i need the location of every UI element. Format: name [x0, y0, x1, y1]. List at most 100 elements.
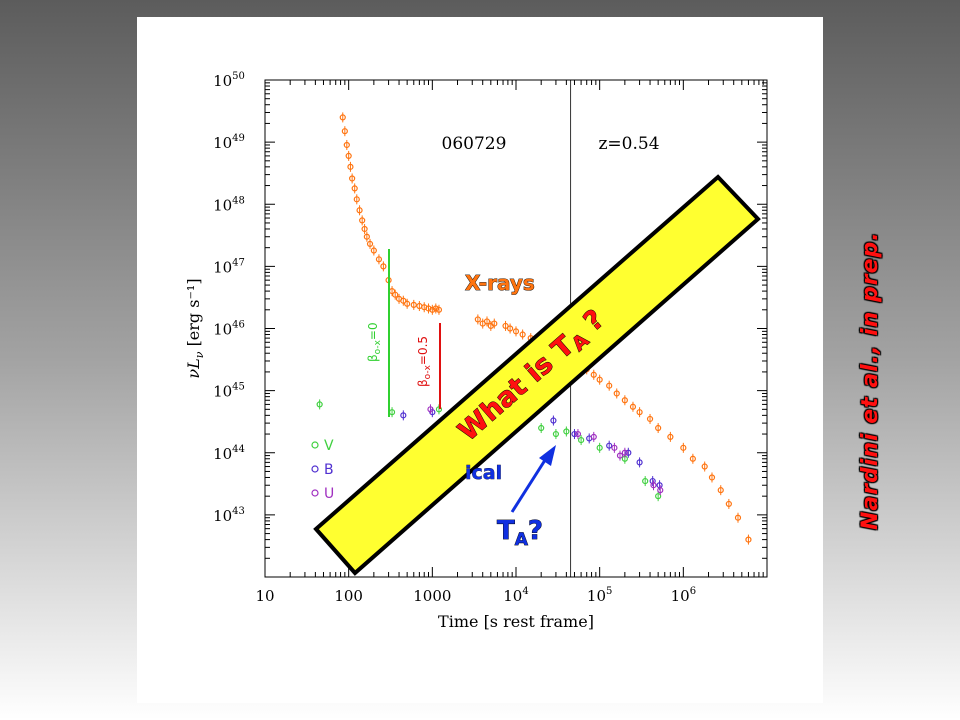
data-point-x-rays: [339, 112, 346, 123]
data-point-u: [611, 442, 618, 453]
data-point-u: [621, 447, 628, 458]
marker: [400, 297, 407, 304]
data-point-x-rays: [425, 303, 432, 314]
data-point-x-rays: [606, 380, 613, 391]
data-point-x-rays: [655, 423, 662, 434]
marker: [345, 152, 352, 160]
ta-arrow-shaft: [510, 456, 549, 513]
marker: [649, 477, 656, 485]
x-axis-label: Time [s rest frame]: [438, 612, 594, 631]
marker: [474, 316, 481, 323]
data-point-u: [657, 485, 664, 496]
marker: [574, 430, 582, 438]
marker: [538, 424, 545, 432]
marker: [392, 291, 399, 298]
data-point-x-rays: [590, 369, 597, 380]
y-tick-label: 1050: [213, 71, 245, 90]
x-tick-label: 106: [671, 586, 696, 605]
marker: [655, 493, 662, 500]
data-point-v: [316, 399, 323, 410]
marker: [667, 433, 674, 440]
marker: [427, 406, 434, 413]
data-point-x-rays: [734, 512, 742, 523]
data-point-x-rays: [366, 238, 374, 249]
marker: [636, 409, 643, 416]
marker: [717, 487, 724, 494]
marker: [435, 306, 443, 313]
y-tick-label: 1046: [213, 320, 245, 339]
banner-text: What is TA ?: [453, 304, 613, 450]
marker: [606, 382, 613, 389]
marker: [363, 233, 370, 240]
marker: [366, 240, 374, 248]
data-point-b: [606, 440, 613, 451]
marker: [483, 318, 491, 325]
data-point-x-rays: [341, 126, 348, 137]
data-point-x-rays: [432, 303, 439, 314]
marker: [347, 163, 354, 170]
marker: [563, 428, 570, 435]
legend-label: U: [324, 486, 334, 502]
marker: [550, 417, 557, 424]
y-tick-label: 1047: [213, 257, 245, 276]
data-point-v: [642, 476, 649, 487]
data-point-b: [636, 457, 643, 468]
xrays-label: X-rays: [465, 271, 535, 295]
lightcurve-chart: 10 100 1000 104 105 106 1043 1044 1045 1046 1047 10…: [184, 71, 768, 631]
data-point-x-rays: [519, 329, 526, 340]
data-point-x-rays: [363, 231, 370, 242]
data-point-b: [550, 415, 557, 426]
data-point-b: [571, 429, 578, 440]
y-tick-label: 1045: [213, 382, 245, 401]
marker: [590, 433, 597, 440]
data-point-x-rays: [745, 534, 752, 545]
marker: [519, 331, 526, 338]
y-tick-label: 1048: [213, 195, 245, 214]
marker: [341, 128, 348, 135]
data-point-x-rays: [636, 407, 643, 418]
marker: [725, 500, 732, 508]
data-point-x-rays: [343, 139, 350, 150]
beta-red-label: βo-x=0.5: [416, 336, 433, 387]
data-point-u: [650, 480, 657, 491]
marker: [425, 305, 432, 312]
data-point-b: [400, 410, 407, 421]
data-point-x-rays: [370, 245, 377, 256]
data-point-x-rays: [491, 318, 498, 329]
data-point-v: [538, 423, 545, 434]
data-point-x-rays: [717, 485, 724, 496]
legend-label: V: [324, 438, 334, 454]
marker: [404, 300, 411, 307]
y-axis-label: νLν [erg s⁻¹]: [184, 278, 206, 378]
data-point-x-rays: [351, 183, 358, 194]
marker: [596, 444, 603, 451]
marker: [616, 452, 624, 459]
marker: [646, 415, 654, 423]
x-tick-label: 1000: [413, 587, 451, 605]
data-point-x-rays: [349, 173, 356, 184]
data-point-b: [649, 476, 656, 487]
data-point-v: [655, 491, 662, 502]
data-point-x-rays: [621, 395, 628, 406]
data-point-x-rays: [502, 320, 509, 331]
marker: [375, 256, 383, 263]
marker: [361, 225, 368, 233]
data-point-x-rays: [506, 323, 514, 334]
data-point-x-rays: [613, 388, 620, 399]
marker: [657, 487, 664, 494]
beta-green-label: βo-x=0: [366, 322, 383, 362]
ta-label: TA?: [497, 516, 543, 550]
redshift-label: z=0.54: [598, 134, 659, 154]
question-banner: [313, 174, 761, 576]
data-point-x-rays: [359, 215, 366, 226]
x-tick-label: 10: [255, 587, 274, 605]
data-point-x-rays: [388, 286, 396, 297]
data-point-v: [388, 407, 396, 418]
legend-marker: [311, 465, 319, 473]
marker: [701, 463, 708, 470]
marker: [708, 474, 716, 481]
data-point-x-rays: [596, 374, 603, 385]
marker: [491, 320, 498, 327]
data-point-b: [625, 447, 632, 458]
data-point-x-rays: [392, 289, 399, 300]
